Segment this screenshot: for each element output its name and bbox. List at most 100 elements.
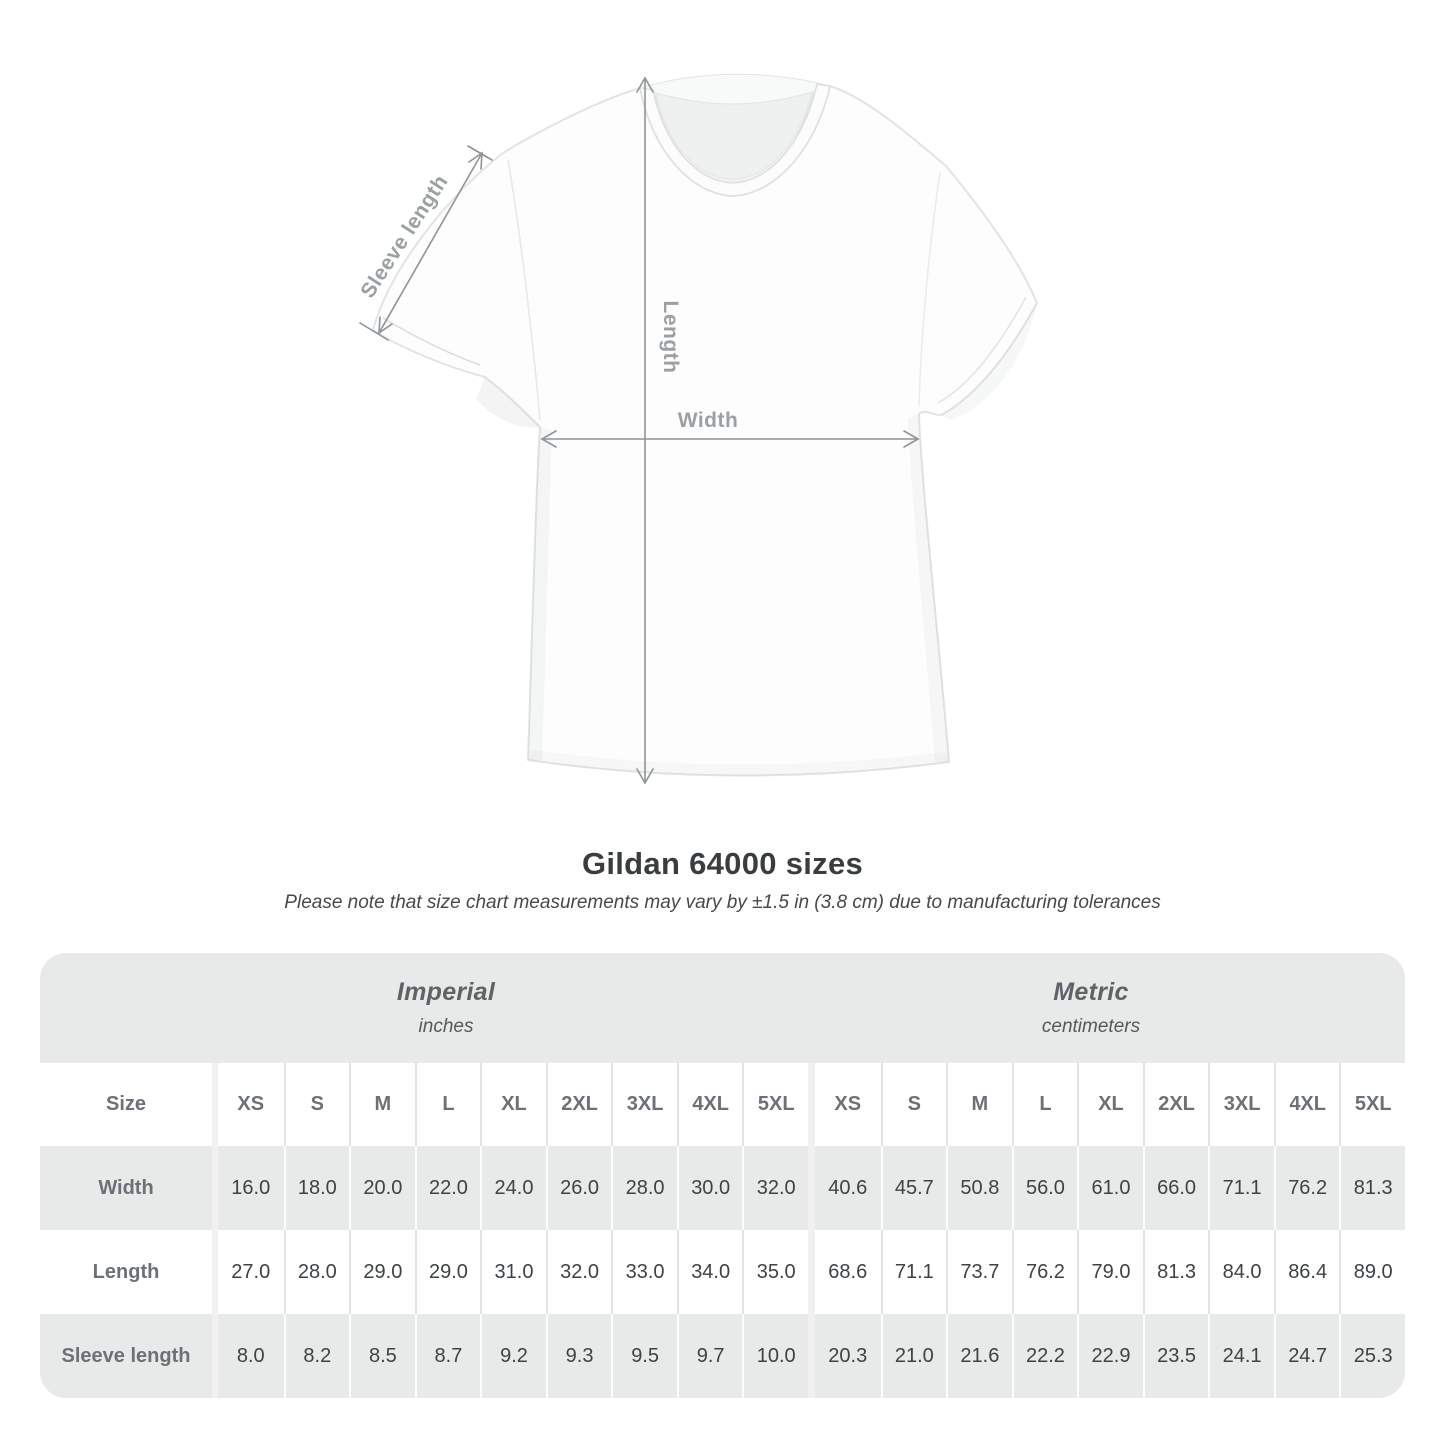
measurement-arrows: [359, 76, 920, 785]
size-header: M: [349, 1063, 415, 1146]
unit-system-gap: [808, 1063, 815, 1146]
table-cell: 56.0: [1011, 1146, 1078, 1230]
table-cell: 45.7: [880, 1146, 947, 1230]
table-cell: 81.3: [1142, 1230, 1209, 1314]
unit-system-header: Imperial inches Metric centimeters: [40, 953, 1405, 1063]
table-cell: 22.2: [1011, 1314, 1078, 1398]
size-header: L: [1011, 1063, 1078, 1146]
table-cell: 24.7: [1273, 1314, 1340, 1398]
table-cell: 25.3: [1339, 1314, 1405, 1398]
size-header: 3XL: [611, 1063, 677, 1146]
table-cell: 9.3: [545, 1314, 612, 1398]
arrowhead-downleft-icon: [378, 316, 393, 335]
size-header: XL: [480, 1063, 546, 1146]
left-armhole-seam: [507, 159, 541, 421]
arrowhead-up-icon: [636, 76, 654, 93]
table-cell: 8.0: [218, 1314, 284, 1398]
column-gap: [212, 1146, 218, 1230]
table-cell: 40.6: [815, 1146, 881, 1230]
arrowhead-upright-icon: [468, 151, 483, 170]
table-cell: 8.2: [283, 1314, 350, 1398]
width-label: Width: [678, 409, 739, 432]
table-cell: 81.3: [1339, 1146, 1405, 1230]
column-gap: [212, 1063, 218, 1146]
table-cell: 22.0: [414, 1146, 481, 1230]
hem-shadow: [528, 750, 949, 776]
sleeve-end-tick-bottom: [359, 322, 389, 341]
table-cell: 8.7: [414, 1314, 481, 1398]
back-collar: [638, 73, 832, 105]
table-cell: 30.0: [676, 1146, 743, 1230]
size-header: S: [880, 1063, 947, 1146]
column-gap: [212, 1314, 218, 1398]
size-header: S: [283, 1063, 350, 1146]
size-header: 4XL: [676, 1063, 743, 1146]
table-cell: 28.0: [283, 1230, 350, 1314]
table-cell: 31.0: [480, 1230, 546, 1314]
metric-unit: centimeters: [1041, 1016, 1141, 1037]
unit-system-gap: [808, 1314, 815, 1398]
metric-header: Metric centimeters: [941, 953, 1241, 1063]
table-cell: 34.0: [676, 1230, 743, 1314]
column-gap: [212, 1230, 218, 1314]
tolerance-note: Please note that size chart measurements…: [284, 892, 1161, 913]
size-header: XS: [218, 1063, 284, 1146]
table-cell: 29.0: [414, 1230, 481, 1314]
unit-system-gap: [808, 1230, 815, 1314]
sleeve-end-tick-top: [467, 145, 493, 161]
table-cell: 84.0: [1208, 1230, 1274, 1314]
table-cell: 68.6: [815, 1230, 881, 1314]
size-header: XS: [815, 1063, 881, 1146]
left-underarm-shadow: [476, 377, 540, 428]
table-cell: 35.0: [742, 1230, 808, 1314]
table-cell: 79.0: [1077, 1230, 1143, 1314]
table-cell: 18.0: [283, 1146, 350, 1230]
table-cell: 66.0: [1142, 1146, 1209, 1230]
table-cell: 24.1: [1208, 1314, 1274, 1398]
size-header: 2XL: [1142, 1063, 1209, 1146]
imperial-title: Imperial: [396, 978, 496, 1006]
table-cell: 9.2: [480, 1314, 546, 1398]
table-cell: 89.0: [1339, 1230, 1405, 1314]
table-row-length: Length 27.0 28.0 29.0 29.0 31.0 32.0 33.…: [40, 1230, 1405, 1314]
imperial-unit: inches: [418, 1016, 474, 1037]
left-side-shadow: [528, 427, 552, 760]
table-cell: 9.5: [611, 1314, 677, 1398]
table-row-width: Width 16.0 18.0 20.0 22.0 24.0 26.0 28.0…: [40, 1146, 1405, 1230]
table-cell: 71.1: [880, 1230, 947, 1314]
table-cell: 21.0: [880, 1314, 947, 1398]
table-cell: 16.0: [218, 1146, 284, 1230]
table-cell: 76.2: [1011, 1230, 1078, 1314]
table-cell: 22.9: [1077, 1314, 1143, 1398]
table-cell: 76.2: [1273, 1146, 1340, 1230]
size-column-header: Size: [40, 1063, 212, 1146]
row-label: Length: [40, 1230, 212, 1314]
size-header: 5XL: [742, 1063, 808, 1146]
table-cell: 71.1: [1208, 1146, 1274, 1230]
table-cell: 9.7: [676, 1314, 743, 1398]
arrowhead-right-icon: [903, 430, 920, 448]
size-table: Imperial inches Metric centimeters Size …: [40, 953, 1405, 1398]
tshirt-svg: Sleeve length Length Width: [356, 73, 1038, 785]
right-armhole-seam: [918, 171, 941, 408]
row-label: Sleeve length: [40, 1314, 212, 1398]
unit-system-gap: [808, 1146, 815, 1230]
table-header-row: Size XS S M L XL 2XL 3XL 4XL 5XL XS S M …: [40, 1063, 1405, 1146]
length-label: Length: [659, 301, 682, 374]
table-cell: 33.0: [611, 1230, 677, 1314]
table-cell: 32.0: [545, 1230, 612, 1314]
table-cell: 73.7: [946, 1230, 1012, 1314]
right-side-shadow: [908, 414, 949, 762]
table-cell: 24.0: [480, 1146, 546, 1230]
arrowhead-down-icon: [636, 768, 654, 785]
size-header: 5XL: [1339, 1063, 1405, 1146]
size-header: M: [946, 1063, 1012, 1146]
collar-band: [639, 83, 831, 197]
table-cell: 26.0: [545, 1146, 612, 1230]
table-cell: 20.0: [349, 1146, 415, 1230]
table-cell: 23.5: [1142, 1314, 1209, 1398]
size-header: XL: [1077, 1063, 1143, 1146]
right-cuff-stitch: [937, 296, 1027, 404]
table-cell: 28.0: [611, 1146, 677, 1230]
table-cell: 29.0: [349, 1230, 415, 1314]
